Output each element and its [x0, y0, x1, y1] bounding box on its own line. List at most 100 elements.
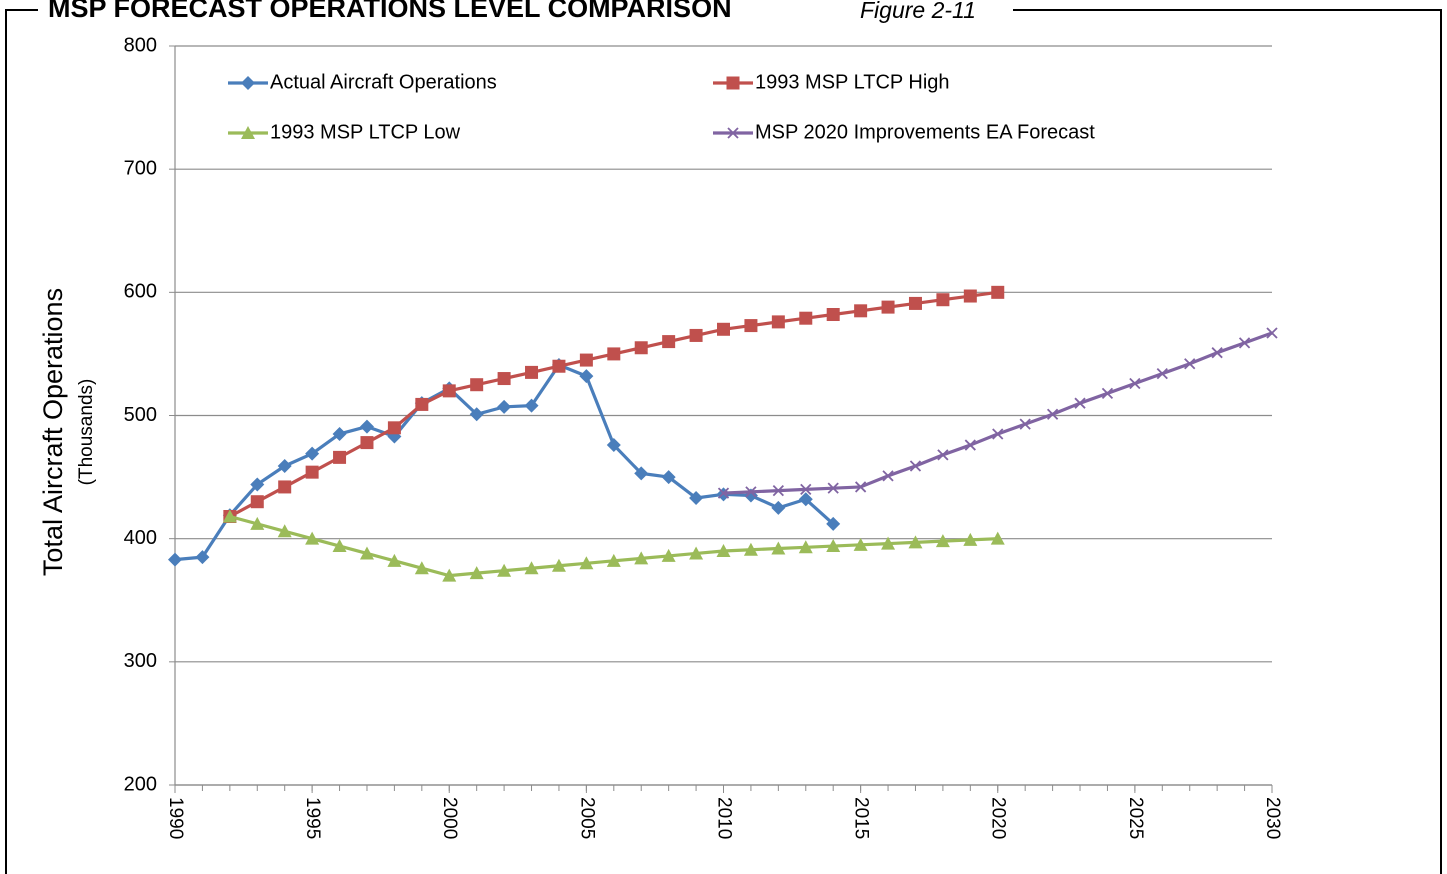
marker — [908, 535, 923, 549]
marker — [726, 76, 740, 90]
marker — [826, 516, 841, 531]
y-tick-label: 800 — [124, 34, 157, 56]
marker — [909, 460, 922, 472]
marker — [634, 551, 649, 565]
marker — [854, 304, 868, 318]
x-tick-label: 2000 — [439, 797, 460, 839]
marker — [305, 465, 319, 479]
marker — [359, 546, 374, 560]
marker — [497, 399, 512, 414]
marker — [579, 556, 594, 570]
y-tick-label: 700 — [124, 157, 157, 179]
marker — [881, 300, 895, 314]
marker — [360, 436, 374, 450]
marker — [442, 384, 456, 398]
marker — [607, 347, 621, 361]
y-tick-label: 600 — [124, 281, 157, 303]
marker — [579, 369, 594, 384]
marker — [442, 568, 457, 582]
marker — [250, 516, 265, 530]
marker — [470, 378, 484, 392]
marker — [771, 315, 785, 329]
marker — [743, 542, 758, 556]
marker — [717, 322, 730, 336]
marker — [1238, 337, 1251, 349]
y-axis-label: Total Aircraft Operations — [38, 288, 68, 576]
marker — [745, 486, 757, 498]
marker — [579, 353, 593, 367]
marker — [241, 76, 255, 90]
x-tick-label: 2005 — [576, 797, 597, 839]
marker — [195, 550, 210, 565]
marker — [497, 563, 512, 577]
y-axis-sublabel: (Thousands) — [76, 379, 97, 486]
y-tick-label: 300 — [124, 650, 157, 672]
marker — [853, 537, 868, 551]
marker — [278, 480, 292, 494]
marker — [727, 127, 739, 139]
marker — [771, 541, 786, 555]
marker — [634, 341, 648, 355]
marker — [827, 482, 839, 494]
x-tick-label: 1995 — [302, 797, 323, 839]
marker — [964, 439, 976, 451]
legend-label: 1993 MSP LTCP High — [755, 71, 950, 93]
marker — [387, 553, 402, 567]
y-tick-label: 400 — [124, 527, 157, 549]
marker — [937, 449, 949, 461]
marker — [305, 531, 320, 545]
marker — [359, 419, 374, 434]
marker — [1184, 358, 1196, 370]
y-tick-label: 500 — [124, 404, 157, 426]
marker — [552, 359, 566, 373]
marker — [772, 484, 784, 497]
marker — [525, 365, 539, 379]
series-line — [174, 363, 835, 562]
marker — [826, 308, 840, 322]
marker — [250, 477, 265, 492]
marker — [662, 335, 676, 349]
marker — [414, 561, 429, 575]
marker — [826, 539, 841, 553]
marker — [799, 311, 813, 325]
marker — [606, 553, 621, 567]
marker — [277, 458, 292, 473]
x-tick-label: 1990 — [165, 797, 186, 839]
marker — [524, 561, 539, 575]
chart-title: MSP FORECAST OPERATIONS LEVEL COMPARISON — [48, 0, 732, 23]
marker — [1211, 347, 1223, 359]
y-tick-label: 200 — [124, 773, 157, 795]
x-tick-label: 2015 — [851, 797, 872, 839]
marker — [908, 296, 922, 310]
frame — [5, 9, 1442, 874]
legend-label: Actual Aircraft Operations — [270, 71, 497, 93]
marker — [991, 285, 1005, 299]
marker — [634, 466, 649, 481]
marker — [469, 566, 484, 580]
marker — [935, 534, 950, 548]
marker — [717, 487, 730, 499]
marker — [881, 536, 896, 550]
series-line — [229, 290, 998, 518]
marker — [305, 446, 320, 461]
marker — [661, 548, 676, 562]
marker — [222, 509, 237, 523]
marker — [524, 398, 539, 413]
x-tick-label: 2010 — [713, 797, 734, 839]
marker — [771, 500, 786, 515]
marker — [333, 450, 347, 464]
marker — [936, 293, 950, 307]
legend-label: MSP 2020 Improvements EA Forecast — [755, 121, 1095, 143]
series-line — [723, 331, 1273, 495]
marker — [1019, 418, 1031, 430]
marker — [1074, 397, 1086, 409]
marker — [800, 483, 812, 496]
marker — [1156, 367, 1168, 380]
marker — [332, 539, 347, 553]
x-tick-label: 2020 — [988, 797, 1009, 839]
marker — [387, 421, 401, 435]
marker — [689, 328, 703, 342]
marker — [250, 495, 264, 509]
marker — [716, 543, 731, 557]
marker — [798, 492, 813, 507]
